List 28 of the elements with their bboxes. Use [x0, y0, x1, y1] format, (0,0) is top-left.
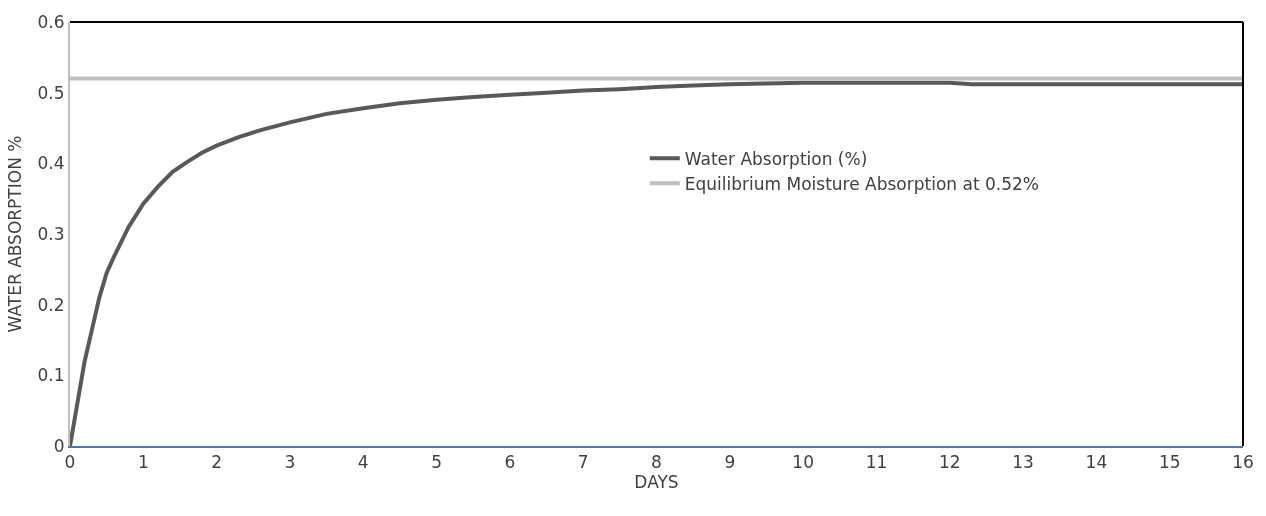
y-tick-label: 0.5 — [37, 82, 65, 103]
y-tick-label: 0.2 — [37, 294, 65, 315]
x-tick-label: 13 — [1012, 452, 1034, 473]
x-tick-label: 6 — [504, 452, 516, 473]
x-tick-label: 11 — [865, 452, 888, 473]
y-tick-label: 0.6 — [37, 11, 65, 32]
y-tick-label: 0.1 — [37, 365, 65, 386]
x-tick-label: 3 — [284, 452, 296, 473]
x-tick-label: 1 — [137, 452, 149, 473]
x-tick-label: 9 — [724, 452, 736, 473]
y-tick-label: 0.4 — [37, 153, 65, 174]
x-tick-label: 8 — [651, 452, 662, 473]
x-tick-label: 4 — [357, 452, 369, 473]
legend-label: Water Absorption (%) — [684, 148, 868, 169]
x-tick-label: 7 — [577, 452, 589, 473]
x-tick-label: 2 — [211, 452, 223, 473]
x-tick-label: 15 — [1158, 452, 1181, 473]
y-tick-label: 0 — [53, 435, 65, 456]
y-axis-title: WATER ABSORPTION % — [4, 135, 25, 333]
y-tick-label: 0.3 — [37, 223, 65, 244]
x-tick-label: 10 — [792, 452, 814, 473]
legend-label: Equilibrium Moisture Absorption at 0.52% — [684, 174, 1039, 194]
line-series — [70, 80, 1243, 446]
x-tick-label: 12 — [938, 452, 961, 473]
x-tick-label: 16 — [1232, 452, 1254, 473]
x-tick-label: 5 — [431, 452, 442, 473]
x-tick-label: 14 — [1085, 452, 1108, 473]
x-axis-title: DAYS — [634, 472, 679, 493]
